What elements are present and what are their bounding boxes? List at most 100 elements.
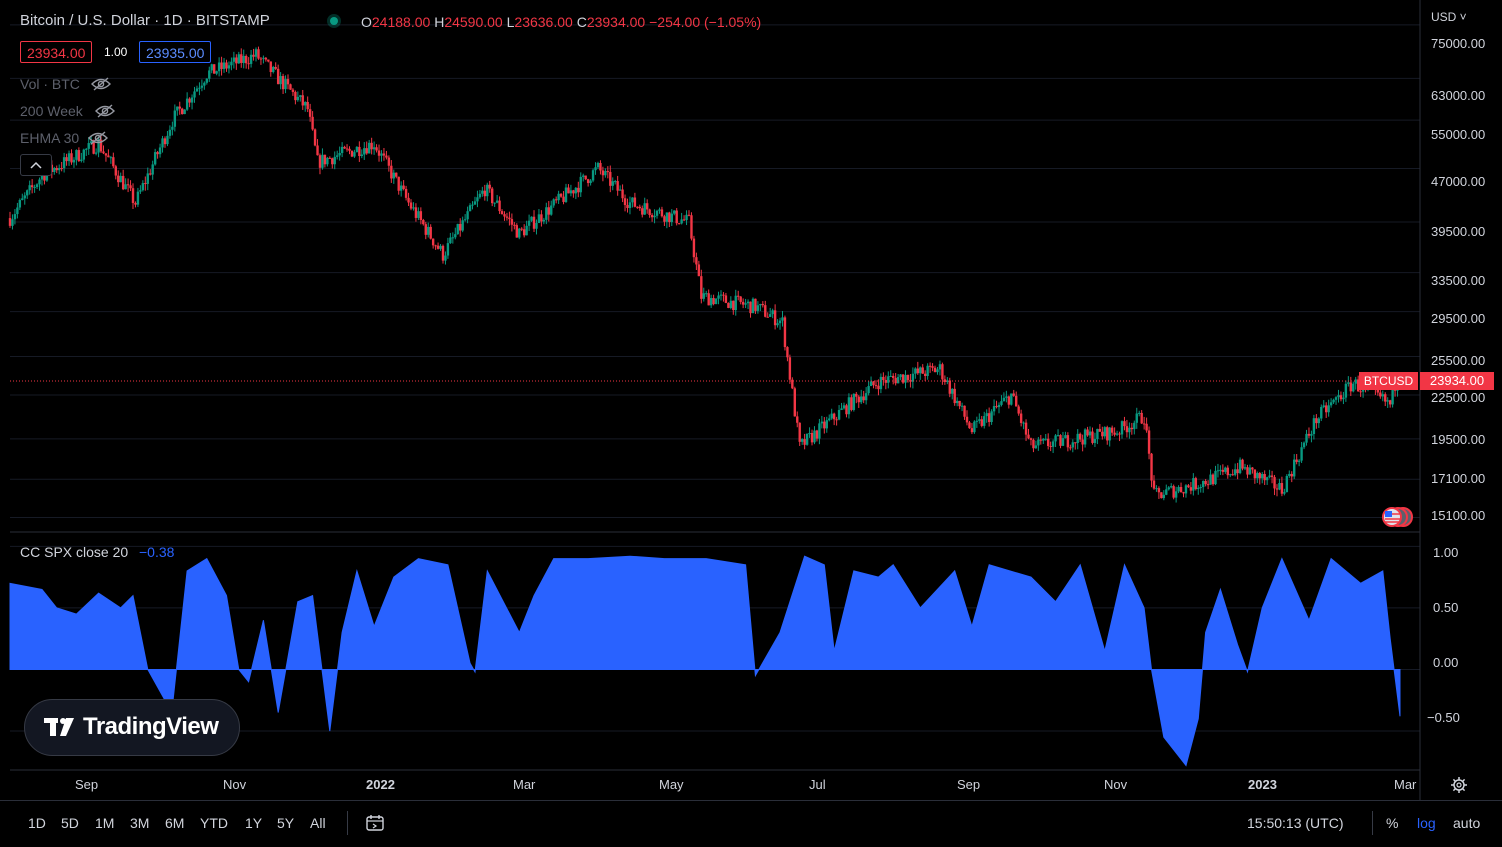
candle bbox=[1160, 492, 1163, 499]
symbol-title[interactable]: Bitcoin / U.S. Dollar · 1D · BITSTAMP bbox=[20, 12, 270, 29]
candle bbox=[1206, 480, 1210, 490]
candle bbox=[109, 155, 113, 164]
candle bbox=[321, 148, 324, 170]
candle bbox=[114, 164, 117, 180]
candle bbox=[611, 177, 614, 191]
candle bbox=[771, 308, 774, 319]
range-3m-button[interactable]: 3M bbox=[130, 815, 150, 831]
tradingview-logo[interactable] bbox=[24, 699, 240, 756]
candle bbox=[739, 296, 742, 305]
range-ytd-button[interactable]: YTD bbox=[200, 815, 228, 831]
candle bbox=[161, 135, 164, 153]
settings-gear-icon[interactable] bbox=[1451, 777, 1467, 793]
candle bbox=[247, 57, 250, 70]
candle bbox=[1356, 375, 1360, 392]
candle bbox=[626, 198, 629, 213]
range-6m-button[interactable]: 6M bbox=[165, 815, 185, 831]
legend-ehma[interactable]: EHMA 30 bbox=[20, 130, 79, 146]
candle bbox=[1337, 389, 1340, 403]
candle bbox=[628, 196, 632, 215]
range-all-button[interactable]: All bbox=[310, 815, 326, 831]
range-5y-button[interactable]: 5Y bbox=[277, 815, 295, 831]
range-1m-button[interactable]: 1M bbox=[95, 815, 115, 831]
candle bbox=[220, 56, 223, 76]
indicator-title[interactable]: CC SPX close 20 bbox=[20, 544, 129, 560]
go-to-date-icon[interactable] bbox=[366, 814, 386, 832]
candle bbox=[884, 375, 888, 390]
candle bbox=[262, 55, 265, 64]
percent-scale-button[interactable]: % bbox=[1386, 815, 1399, 831]
candle bbox=[244, 54, 248, 69]
candle bbox=[1019, 409, 1023, 427]
collapse-legend-button[interactable] bbox=[20, 154, 52, 176]
candle bbox=[353, 149, 356, 158]
candle bbox=[306, 96, 309, 113]
legend-volume[interactable]: Vol · BTC bbox=[20, 76, 80, 92]
candle bbox=[471, 201, 474, 210]
candle bbox=[828, 414, 831, 422]
range-1y-button[interactable]: 1Y bbox=[245, 815, 263, 831]
candle bbox=[650, 213, 654, 222]
candle bbox=[1086, 426, 1089, 437]
legend-200-week[interactable]: 200 Week bbox=[20, 103, 83, 119]
eye-crossed-icon[interactable] bbox=[95, 104, 115, 118]
candle bbox=[535, 219, 538, 235]
candle bbox=[1170, 483, 1173, 489]
auto-scale-button[interactable]: auto bbox=[1453, 815, 1481, 831]
candle bbox=[274, 62, 277, 71]
candle bbox=[540, 210, 543, 227]
candle bbox=[808, 427, 811, 438]
candle bbox=[532, 210, 536, 233]
candle bbox=[975, 416, 979, 428]
candle bbox=[188, 97, 191, 108]
candle bbox=[530, 216, 533, 222]
candle bbox=[601, 166, 605, 182]
candle bbox=[562, 191, 565, 205]
candle bbox=[800, 438, 804, 445]
range-1d-button[interactable]: 1D bbox=[28, 815, 46, 831]
candle bbox=[402, 180, 405, 191]
candle bbox=[176, 106, 179, 116]
candle bbox=[741, 298, 745, 309]
candle bbox=[695, 252, 698, 270]
candle bbox=[1076, 429, 1079, 450]
eye-crossed-icon[interactable] bbox=[91, 77, 111, 91]
candle bbox=[124, 178, 127, 190]
buy-price-button[interactable]: 23935.00 bbox=[139, 41, 212, 63]
candle bbox=[313, 128, 317, 147]
candle bbox=[397, 176, 400, 195]
flag-icon[interactable] bbox=[1382, 507, 1413, 527]
candle bbox=[338, 146, 341, 161]
candle bbox=[77, 147, 81, 163]
utc-clock[interactable]: 15:50:13 (UTC) bbox=[1247, 815, 1344, 831]
candle bbox=[589, 179, 592, 186]
candle bbox=[946, 377, 949, 385]
candle bbox=[522, 224, 526, 238]
candle bbox=[1039, 434, 1043, 445]
candle bbox=[515, 223, 518, 238]
candle bbox=[1285, 474, 1289, 493]
candle bbox=[112, 152, 115, 169]
candle bbox=[1000, 395, 1003, 407]
currency-selector[interactable]: USD ˅ bbox=[1431, 10, 1467, 24]
chevron-up-icon bbox=[30, 161, 42, 169]
candle bbox=[1388, 399, 1392, 408]
candle bbox=[53, 166, 56, 175]
market-status-dot[interactable] bbox=[330, 17, 338, 25]
candle bbox=[412, 202, 415, 211]
candle bbox=[692, 235, 696, 263]
candle bbox=[126, 178, 130, 193]
candle bbox=[151, 160, 154, 180]
range-5d-button[interactable]: 5D bbox=[61, 815, 79, 831]
candle bbox=[500, 209, 504, 215]
candle bbox=[1042, 437, 1045, 445]
eye-crossed-icon[interactable] bbox=[88, 131, 108, 145]
log-scale-button[interactable]: log bbox=[1417, 815, 1436, 831]
candle bbox=[965, 410, 969, 426]
sell-price-button[interactable]: 23934.00 bbox=[20, 41, 93, 63]
candle bbox=[144, 176, 147, 191]
ohlc-high-value: 24590.00 bbox=[444, 14, 503, 30]
candle bbox=[55, 165, 58, 174]
